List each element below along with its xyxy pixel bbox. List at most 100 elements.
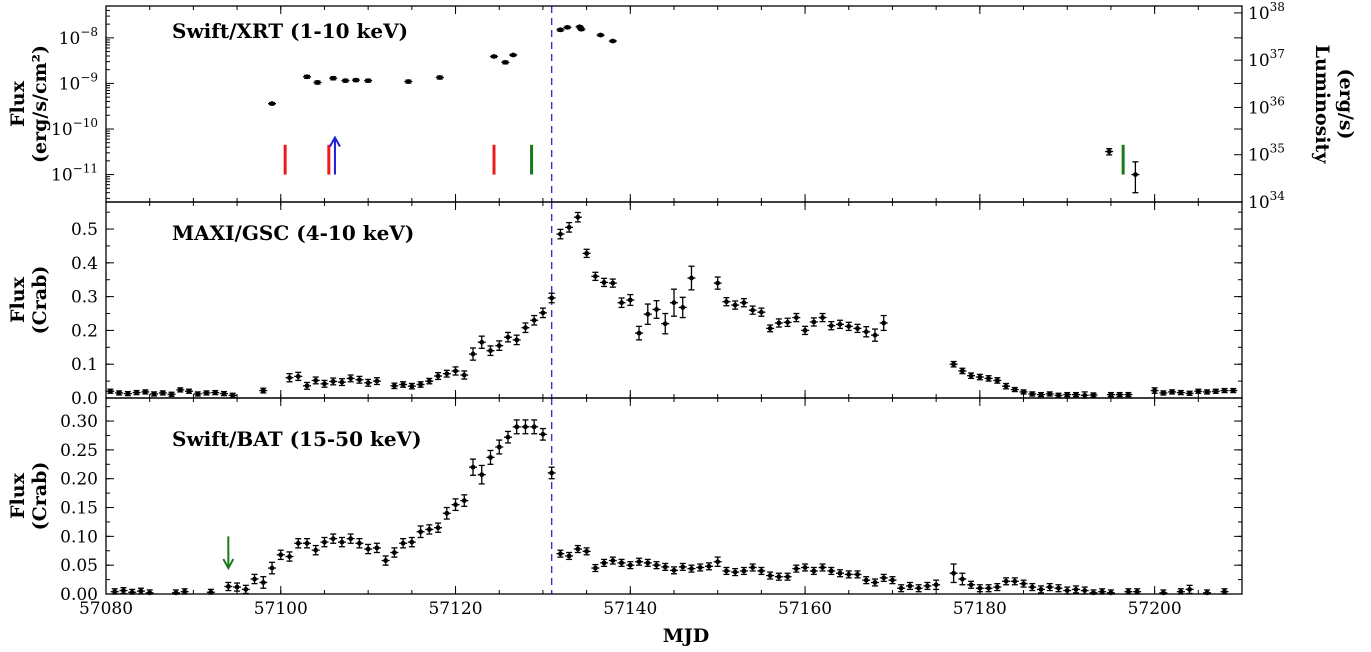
data-point	[986, 376, 991, 381]
data-point	[750, 565, 756, 570]
data-point	[1132, 172, 1138, 177]
x-tick-label: 57080	[79, 599, 133, 619]
blue-arrow-head	[329, 135, 341, 148]
data-point	[916, 585, 922, 591]
data-point	[304, 383, 310, 389]
y-tick-label: 0.3	[71, 288, 98, 308]
data-point	[1003, 383, 1009, 389]
data-point	[592, 565, 598, 571]
data-point	[1152, 388, 1158, 393]
data-point	[269, 101, 275, 107]
y-axis-label: (Crab)	[29, 266, 51, 335]
data-point	[418, 529, 423, 535]
y2-tick-label: 1035	[1248, 142, 1285, 166]
panel-title: Swift/BAT (15-50 keV)	[172, 427, 422, 451]
data-point	[1021, 389, 1026, 395]
data-point	[1056, 392, 1061, 398]
data-point	[575, 214, 581, 220]
data-point	[444, 510, 450, 516]
data-point	[951, 570, 957, 576]
data-point	[1029, 584, 1035, 590]
data-point	[514, 424, 520, 430]
y-tick-label: 0.15	[60, 499, 98, 519]
panel-frame	[105, 397, 1243, 595]
data-point	[505, 434, 511, 440]
data-point	[269, 565, 275, 571]
data-point	[1064, 588, 1070, 593]
data-point	[636, 330, 642, 336]
data-point	[1222, 388, 1227, 393]
data-point	[313, 378, 319, 383]
data-point	[453, 368, 458, 374]
data-point	[584, 548, 590, 554]
data-point	[680, 305, 686, 310]
data-point	[353, 77, 359, 83]
data-point	[654, 562, 659, 568]
y-tick-label: 0.30	[60, 412, 98, 432]
data-point	[479, 339, 485, 345]
data-point	[204, 390, 209, 396]
data-point	[785, 574, 790, 580]
data-point	[426, 527, 432, 532]
data-point	[295, 540, 301, 546]
data-point	[619, 560, 624, 566]
data-point	[409, 383, 415, 389]
data-point	[260, 580, 266, 585]
data-point	[741, 300, 747, 306]
data-point	[391, 383, 397, 389]
data-point	[488, 348, 493, 354]
data-point	[610, 280, 616, 286]
data-point	[968, 373, 974, 379]
data-point	[872, 332, 878, 338]
data-point	[151, 391, 157, 397]
data-point	[1012, 387, 1018, 392]
data-point	[313, 547, 319, 553]
data-point	[951, 361, 957, 367]
data-point	[357, 540, 362, 546]
data-point	[295, 373, 301, 379]
x-tick-label: 57160	[778, 599, 832, 619]
data-point	[243, 586, 249, 592]
data-point	[322, 381, 327, 387]
y-axis-label: Flux	[7, 80, 29, 127]
panel-title: MAXI/GSC (4-10 keV)	[172, 221, 414, 245]
data-point	[994, 378, 1000, 383]
data-point	[837, 321, 843, 327]
data-point	[339, 539, 345, 545]
data-point	[260, 388, 266, 393]
data-point	[418, 382, 423, 387]
data-point	[1021, 581, 1026, 587]
y-tick-label: 10−8	[59, 25, 98, 49]
data-point	[304, 540, 310, 546]
data-point	[304, 74, 310, 80]
data-point	[1099, 589, 1105, 595]
y-tick-label: 10−9	[59, 70, 98, 94]
x-tick-label: 57180	[953, 599, 1007, 619]
data-point	[177, 387, 183, 393]
panel-swift-xrt: 10−8 10−9 10−10 10−11 1038 1037 1036 1035 1034 Lu…	[7, 0, 1357, 213]
data-point	[1160, 390, 1166, 396]
x-tick-label: 57100	[254, 599, 308, 619]
data-point	[496, 444, 502, 450]
y-axis-label: Flux	[7, 472, 29, 519]
data-point	[549, 295, 555, 301]
data-point	[195, 391, 201, 397]
data-point	[400, 382, 406, 387]
data-point	[1187, 586, 1192, 592]
data-point	[505, 334, 511, 340]
data-point	[890, 577, 895, 583]
data-point	[339, 379, 345, 385]
data-point	[1073, 586, 1079, 592]
data-point	[488, 454, 493, 460]
y2-tick-label: 1036	[1248, 94, 1285, 118]
y2-axis-label: Luminosity	[1311, 45, 1333, 165]
data-point	[1204, 389, 1210, 395]
data-point	[558, 231, 563, 237]
data-point	[461, 498, 467, 504]
data-point	[758, 309, 764, 315]
data-point	[523, 424, 528, 430]
data-point	[1047, 391, 1053, 397]
data-point	[645, 560, 651, 566]
data-point	[540, 431, 546, 437]
data-point	[125, 391, 131, 397]
